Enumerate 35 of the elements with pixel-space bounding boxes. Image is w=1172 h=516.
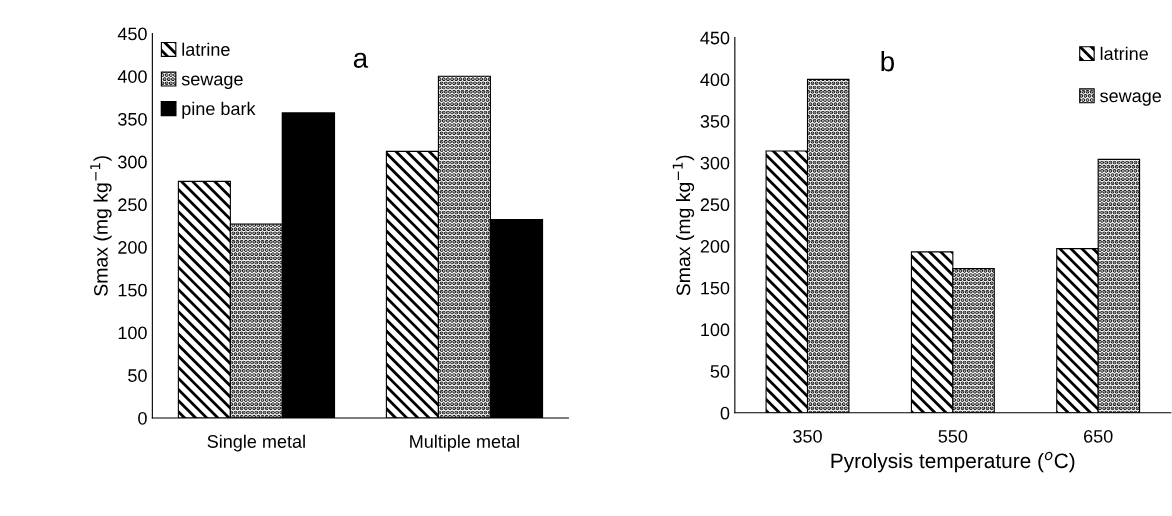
x-tick-label: 650 xyxy=(1084,429,1113,443)
y-tick-label: 100 xyxy=(118,326,147,340)
y-tick-label: 0 xyxy=(720,406,730,420)
y-tick-label: 250 xyxy=(700,198,730,212)
chart-title: a xyxy=(353,52,369,68)
y-axis-title: Smax (mg kg$^{−1}$) xyxy=(672,155,695,296)
y-axis-title: Smax (mg kg$^{−1}$) xyxy=(90,156,112,296)
y-tick-label: 250 xyxy=(118,198,147,212)
x-tick-label: Single metal xyxy=(207,434,305,452)
x-tick-label: 550 xyxy=(938,429,968,443)
legend-label: sewage xyxy=(1100,92,1161,106)
y-tick-label: 100 xyxy=(701,323,730,337)
y-tick-label: 0 xyxy=(138,411,147,425)
chart-title: b xyxy=(881,50,894,72)
x-tick-label: Multiple metal xyxy=(410,434,519,452)
y-tick-label: 200 xyxy=(118,241,147,254)
y-tick-label: 200 xyxy=(700,240,730,253)
y-tick-label: 350 xyxy=(700,114,730,128)
y-tick-label: 50 xyxy=(128,369,147,382)
y-tick-label: 450 xyxy=(700,31,730,45)
y-tick-label: 400 xyxy=(700,73,730,87)
y-tick-label: 350 xyxy=(118,112,147,126)
y-tick-label: 400 xyxy=(117,70,147,83)
x-tick-label: 350 xyxy=(793,429,822,443)
legend-label: sewage xyxy=(181,75,243,90)
legend-label: latrine xyxy=(1100,46,1148,61)
y-tick-label: 150 xyxy=(118,283,147,297)
y-tick-label: 450 xyxy=(117,27,147,41)
y-tick-label: 150 xyxy=(701,281,730,295)
y-tick-label: 50 xyxy=(710,365,730,378)
x-axis-title: Pyrolysis temperature ($^{o}$C) xyxy=(831,451,1075,473)
legend-label: latrine xyxy=(182,42,230,56)
y-tick-label: 300 xyxy=(118,155,147,169)
y-tick-label: 300 xyxy=(700,156,730,170)
legend-label: pine bark xyxy=(182,101,256,119)
